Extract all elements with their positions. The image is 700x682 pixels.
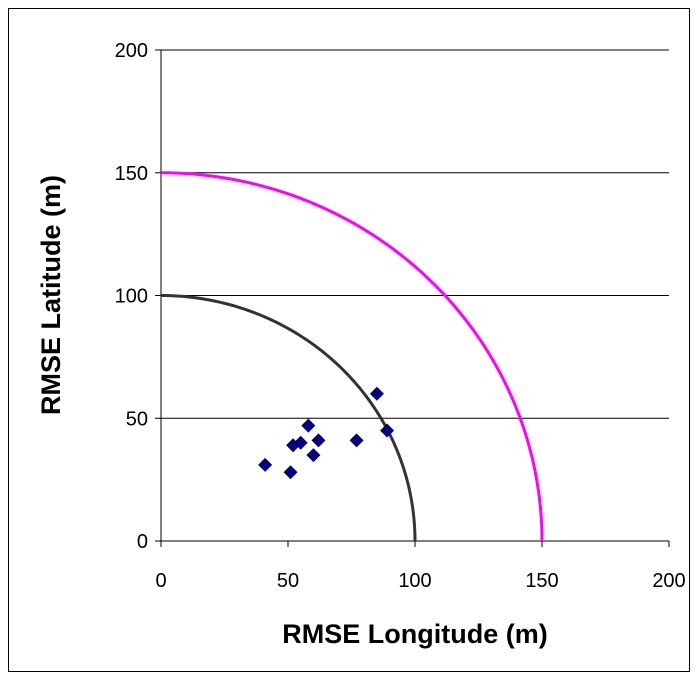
x-axis-title: RMSE Longitude (m) <box>282 619 547 649</box>
x-tick-labels: 0 50 100 150 200 <box>155 570 685 592</box>
y-tick-label: 150 <box>115 163 148 185</box>
data-point-diamond <box>380 423 395 438</box>
data-point-diamond <box>306 448 321 463</box>
arc-radius-150 <box>160 171 544 542</box>
data-point-diamond <box>311 433 326 448</box>
x-tick-label: 50 <box>277 570 299 592</box>
y-tick-label: 200 <box>115 40 148 62</box>
x-tick-label: 0 <box>155 570 166 592</box>
x-tick-label: 100 <box>398 570 431 592</box>
y-tick-label: 50 <box>126 408 148 430</box>
data-point-diamond <box>369 386 384 401</box>
chart-frame <box>8 8 690 672</box>
x-tick-label: 200 <box>652 570 685 592</box>
gridlines <box>161 49 669 419</box>
data-point-diamond <box>293 435 308 450</box>
x-tick-label: 150 <box>525 570 558 592</box>
axes <box>155 49 670 547</box>
data-point-diamond <box>301 418 316 433</box>
y-tick-labels: 0 50 100 150 200 <box>115 40 148 553</box>
y-tick-label: 0 <box>137 531 148 553</box>
data-point-diamond <box>258 457 273 472</box>
data-points <box>258 386 395 480</box>
y-axis-title: RMSE Latitude (m) <box>36 175 66 415</box>
reference-arcs <box>160 171 544 542</box>
arc-radius-100 <box>160 294 417 542</box>
y-tick-label: 100 <box>115 286 148 308</box>
data-point-diamond <box>283 465 298 480</box>
data-point-diamond <box>349 433 364 448</box>
